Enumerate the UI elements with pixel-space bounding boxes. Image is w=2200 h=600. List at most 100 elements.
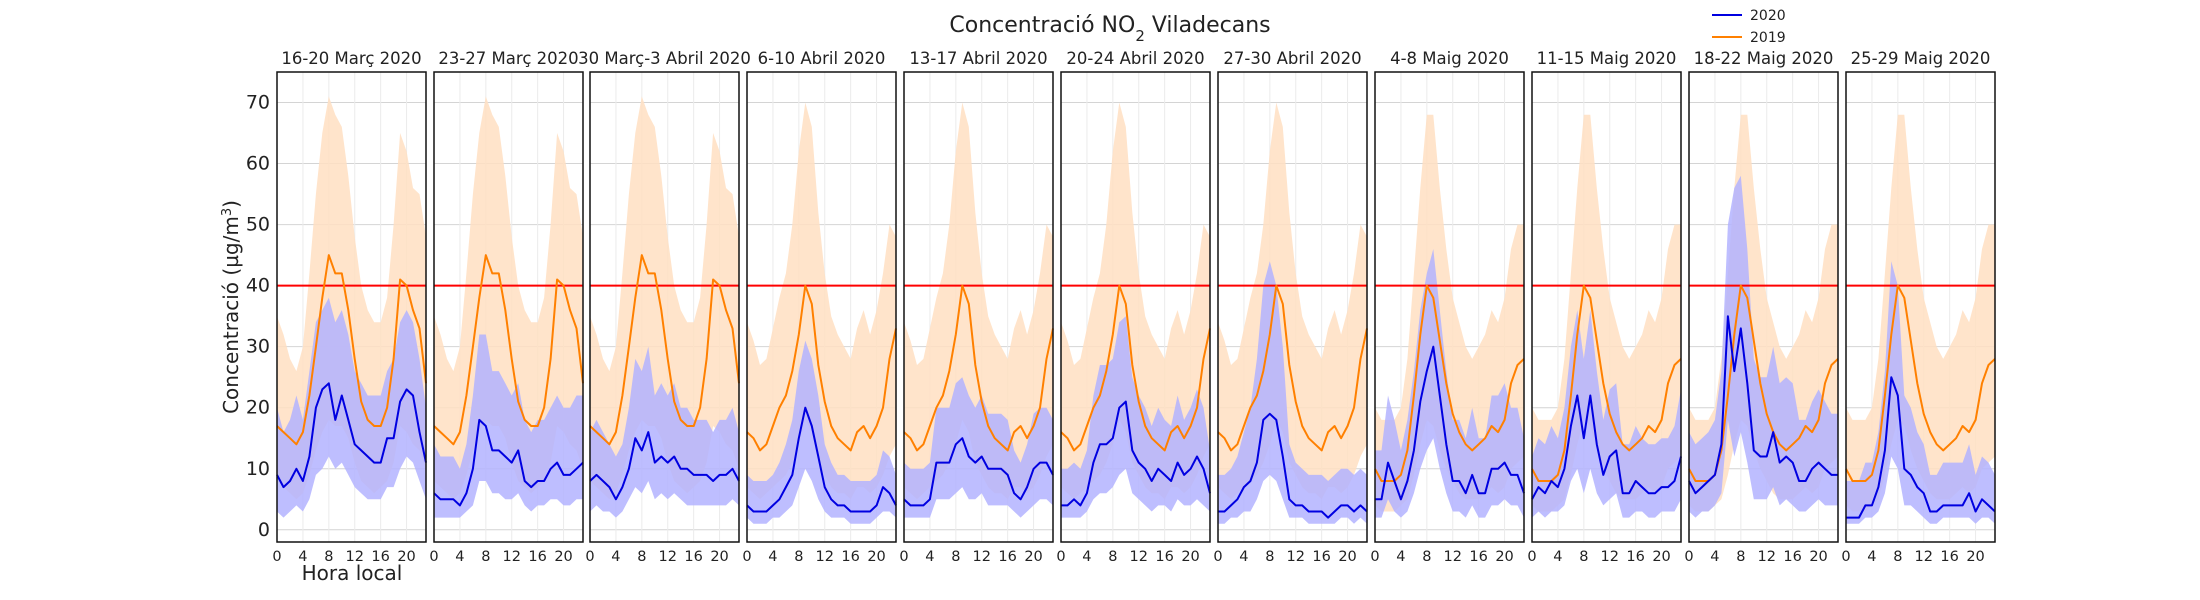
band-2020-7: [1375, 249, 1524, 518]
series-2020-line-1: [433, 418, 584, 507]
series-2019-line-8: [1531, 284, 1682, 482]
x-tick-label-16: 16: [1155, 549, 1173, 565]
x-tick-label-20: 20: [1338, 549, 1356, 565]
x-tick-label-8: 8: [637, 549, 646, 565]
series-2020-line-9: [1688, 315, 1838, 495]
x-tick-label-20: 20: [1181, 549, 1199, 565]
chart-title-subscript: 2: [1135, 27, 1145, 45]
x-tick-label-20: 20: [1495, 549, 1513, 565]
series-2020-line-2: [589, 431, 740, 501]
x-tick-label-4: 4: [768, 549, 777, 565]
series-2020-line-3: [746, 406, 897, 513]
x-tick-label-8: 8: [324, 549, 333, 565]
band-2020-4: [904, 377, 1053, 518]
panel-2: 30 Març-3 Abril 2020 0 4 8 12 16 20: [578, 49, 751, 565]
x-tick-label-12: 12: [346, 549, 364, 565]
x-tick-label-20: 20: [554, 549, 572, 565]
panel-9: 18-22 Maig 2020 0 4 8 12 16 20: [1684, 49, 1839, 565]
series-2020-line-7: [1375, 345, 1525, 501]
y-axis-label-end: ): [219, 200, 243, 208]
x-tick-label-16: 16: [1469, 549, 1487, 565]
chart-title: Concentració NO2 Viladecans: [949, 13, 1270, 45]
panel-0: 16-20 Març 2020 0 4 8 12 16 20 0 10 20 30 40 50 60 70: [246, 49, 427, 565]
series-2019-line-5: [1060, 284, 1211, 452]
panel-3: 6-10 Abril 2020 0 4 8 12 16 20: [742, 49, 897, 565]
panel-frame-10: [1845, 71, 1996, 543]
panel-frame-4: [903, 71, 1054, 543]
panel-frame-3: [746, 71, 897, 543]
panel-title-8: 11-15 Maig 2020: [1537, 49, 1677, 68]
x-tick-label-20: 20: [1809, 549, 1827, 565]
band-2020-9: [1689, 175, 1838, 518]
x-tick-label-12: 12: [659, 549, 677, 565]
x-tick-label-4: 4: [1867, 549, 1876, 565]
x-tick-label-16: 16: [528, 549, 546, 565]
y-axis-label: Concentració (µg/m3): [219, 200, 243, 414]
x-tick-label-4: 4: [925, 549, 934, 565]
x-tick-label-8: 8: [794, 549, 803, 565]
panel-title-9: 18-22 Maig 2020: [1694, 49, 1834, 68]
x-tick-label-12: 12: [1758, 549, 1776, 565]
x-tick-label-20: 20: [710, 549, 728, 565]
panel-frame-2: [589, 71, 740, 543]
panel-1: 23-27 Març 2020 0 4 8 12 16 20: [429, 49, 584, 565]
x-tick-label-20: 20: [867, 549, 885, 565]
x-tick-label-16: 16: [371, 549, 389, 565]
y-tick-label-30: 30: [246, 336, 270, 358]
x-tick-label-12: 12: [1915, 549, 1933, 565]
panel-title-7: 4-8 Maig 2020: [1390, 49, 1509, 68]
x-tick-label-0: 0: [1684, 549, 1693, 565]
x-tick-label-20: 20: [397, 549, 415, 565]
x-tick-label-4: 4: [455, 549, 464, 565]
y-tick-label-10: 10: [246, 458, 270, 480]
panel-title-1: 23-27 Març 2020: [438, 49, 578, 68]
chart-title-rest: Viladecans: [1145, 13, 1271, 38]
series-2019-line-4: [903, 284, 1054, 452]
band-2020-6: [1218, 261, 1367, 524]
x-tick-label-4: 4: [1239, 549, 1248, 565]
x-tick-label-0: 0: [272, 549, 281, 565]
y-tick-label-0: 0: [258, 519, 270, 541]
x-tick-label-12: 12: [816, 549, 834, 565]
y-tick-label-70: 70: [246, 92, 270, 114]
series-2020-line-4: [903, 437, 1054, 507]
panel-7: 4-8 Maig 2020 0 4 8 12 16 20: [1370, 49, 1525, 565]
panel-title-10: 25-29 Maig 2020: [1851, 49, 1991, 68]
legend: 2020 2019: [1712, 8, 1786, 46]
y-axis-label-superscript: 3: [220, 208, 235, 216]
x-tick-label-0: 0: [429, 549, 438, 565]
series-2020-line-5: [1061, 400, 1211, 507]
panel-8: 11-15 Maig 2020 0 4 8 12 16 20: [1527, 49, 1682, 565]
panel-frame-1: [433, 71, 584, 543]
series-2019-line-3: [746, 284, 897, 452]
x-tick-label-16: 16: [1312, 549, 1330, 565]
x-tick-label-12: 12: [503, 549, 521, 565]
band-2020-3: [747, 340, 896, 524]
x-tick-label-0: 0: [585, 549, 594, 565]
x-tick-label-12: 12: [1130, 549, 1148, 565]
x-tick-label-4: 4: [298, 549, 307, 565]
x-tick-label-16: 16: [841, 549, 859, 565]
series-2019-line-2: [589, 254, 740, 446]
x-tick-label-0: 0: [742, 549, 751, 565]
x-tick-label-16: 16: [684, 549, 702, 565]
panel-frame-0: [276, 71, 427, 543]
series-2019-line-10: [1845, 284, 1996, 482]
series-2020-line-0: [276, 382, 427, 489]
series-2019-line-1: [433, 254, 584, 446]
legend-label-2019: 2019: [1750, 30, 1786, 46]
x-tick-label-16: 16: [1626, 549, 1644, 565]
x-tick-label-16: 16: [998, 549, 1016, 565]
y-tick-label-40: 40: [246, 275, 270, 297]
series-2020-line-8: [1531, 394, 1682, 500]
series-2019-line-0: [276, 254, 427, 446]
x-tick-label-4: 4: [1082, 549, 1091, 565]
panel-title-4: 13-17 Abril 2020: [909, 49, 1047, 68]
x-tick-label-16: 16: [1783, 549, 1801, 565]
x-tick-label-8: 8: [1736, 549, 1745, 565]
x-axis-label: Hora local: [302, 561, 403, 585]
series-2019-line-7: [1374, 284, 1525, 482]
panel-title-5: 20-24 Abril 2020: [1066, 49, 1204, 68]
